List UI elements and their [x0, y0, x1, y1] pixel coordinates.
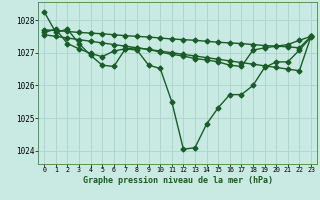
- X-axis label: Graphe pression niveau de la mer (hPa): Graphe pression niveau de la mer (hPa): [83, 176, 273, 185]
